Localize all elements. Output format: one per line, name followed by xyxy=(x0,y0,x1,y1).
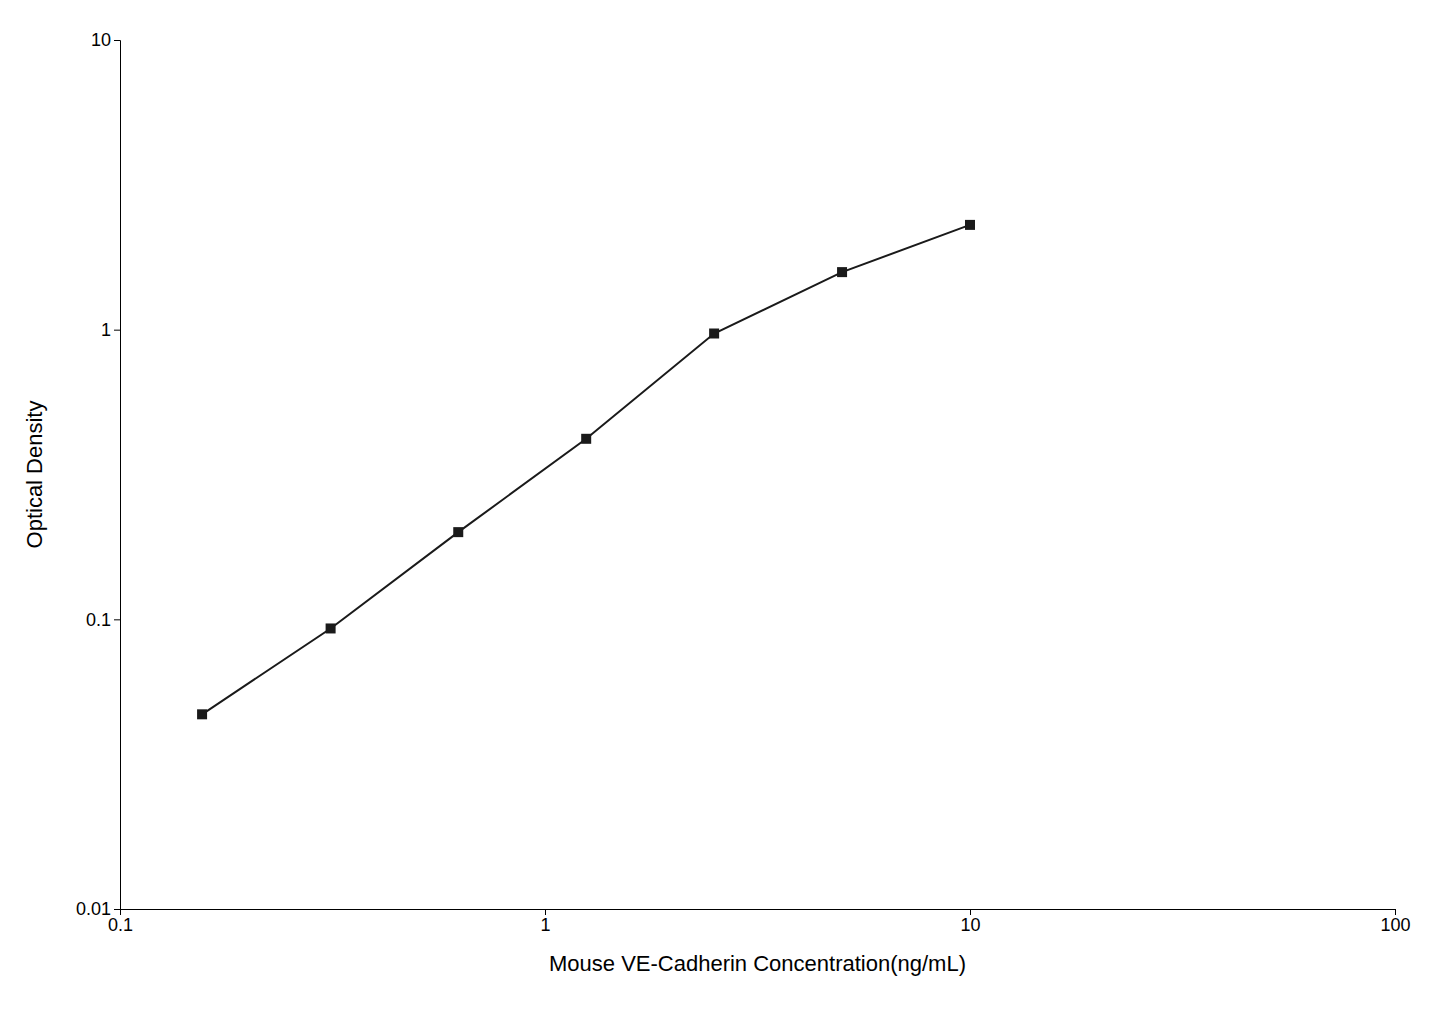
y-tick: 0.1 xyxy=(86,610,120,630)
y-tick-mark xyxy=(114,909,120,910)
y-axis: 0.01 0.1 1 10 xyxy=(76,30,121,919)
y-tick: 10 xyxy=(91,30,120,50)
y-tick-mark xyxy=(114,619,120,620)
chart: 0.11101000.010.1110Mouse VE-Cadherin Con… xyxy=(0,0,1445,1009)
x-tick: 10 xyxy=(960,909,980,935)
x-axis-line xyxy=(121,910,1396,916)
y-tick-mark xyxy=(114,330,120,331)
x-tick: 1 xyxy=(540,909,550,935)
marker xyxy=(197,709,207,719)
y-tick-label: 0.1 xyxy=(86,610,111,630)
marker xyxy=(965,220,975,230)
marker xyxy=(837,267,847,277)
x-tick-label: 10 xyxy=(960,915,980,935)
series xyxy=(197,220,975,719)
marker xyxy=(326,623,336,633)
x-tick: 100 xyxy=(1380,909,1410,935)
marker xyxy=(581,434,591,444)
y-tick-label: 1 xyxy=(101,320,111,340)
y-tick: 1 xyxy=(101,320,120,340)
x-tick-label: 100 xyxy=(1380,915,1410,935)
y-axis-line xyxy=(114,41,121,910)
x-tick: 0.1 xyxy=(108,909,133,935)
x-tick-label: 1 xyxy=(540,915,550,935)
marker xyxy=(709,328,719,338)
y-tick: 0.01 xyxy=(76,899,120,919)
marker xyxy=(453,527,463,537)
line xyxy=(202,225,970,714)
y-tick-mark xyxy=(114,40,120,41)
x-tick-label: 0.1 xyxy=(108,915,133,935)
x-axis-title: Mouse VE-Cadherin Concentration(ng/mL) xyxy=(549,951,966,976)
y-axis-title: Optical Density xyxy=(22,401,47,549)
y-tick-label: 0.01 xyxy=(76,899,111,919)
y-tick-label: 10 xyxy=(91,30,111,50)
plot-area: 0.11101000.010.1110Mouse VE-Cadherin Con… xyxy=(22,30,1411,976)
x-axis: 0.1 1 10 100 xyxy=(108,909,1411,935)
